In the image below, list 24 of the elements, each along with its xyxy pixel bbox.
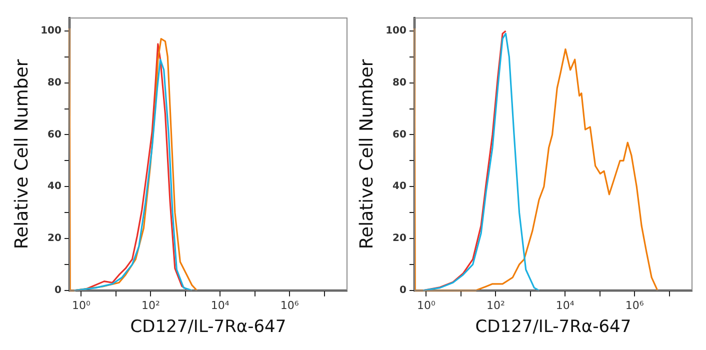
x-axis-title: CD127/IL-7Rα-647: [130, 317, 286, 338]
x-tick-label: 10²: [141, 298, 160, 312]
y-tick-label: 60: [392, 129, 407, 140]
y-axis-title: Relative Cell Number: [11, 58, 32, 250]
x-tick-label: 10⁴: [210, 298, 230, 312]
x-tick-label: 10⁶: [280, 298, 300, 312]
y-tick-label: 80: [48, 77, 62, 88]
x-tick-label: 10⁰: [416, 298, 436, 312]
y-tick-label: 0: [400, 284, 407, 296]
y-tick-label: 20: [48, 233, 62, 244]
y-tick-label: 40: [392, 181, 407, 192]
y-tick-label: 100: [40, 26, 62, 37]
x-tick-label: 10⁰: [72, 298, 91, 312]
y-tick-label: 40: [48, 181, 62, 192]
y-tick-label: 100: [386, 26, 407, 37]
y-tick-label: 80: [392, 77, 407, 88]
y-tick-label: 20: [392, 233, 407, 244]
y-tick-label: 0: [54, 284, 62, 296]
x-tick-label: 10⁶: [625, 298, 644, 312]
y-tick-label: 60: [48, 129, 62, 140]
x-tick-label: 10⁴: [556, 298, 575, 312]
x-tick-label: 10²: [486, 298, 505, 312]
x-axis-title: CD127/IL-7Rα-647: [475, 317, 632, 338]
y-axis-title: Relative Cell Number: [356, 58, 378, 250]
